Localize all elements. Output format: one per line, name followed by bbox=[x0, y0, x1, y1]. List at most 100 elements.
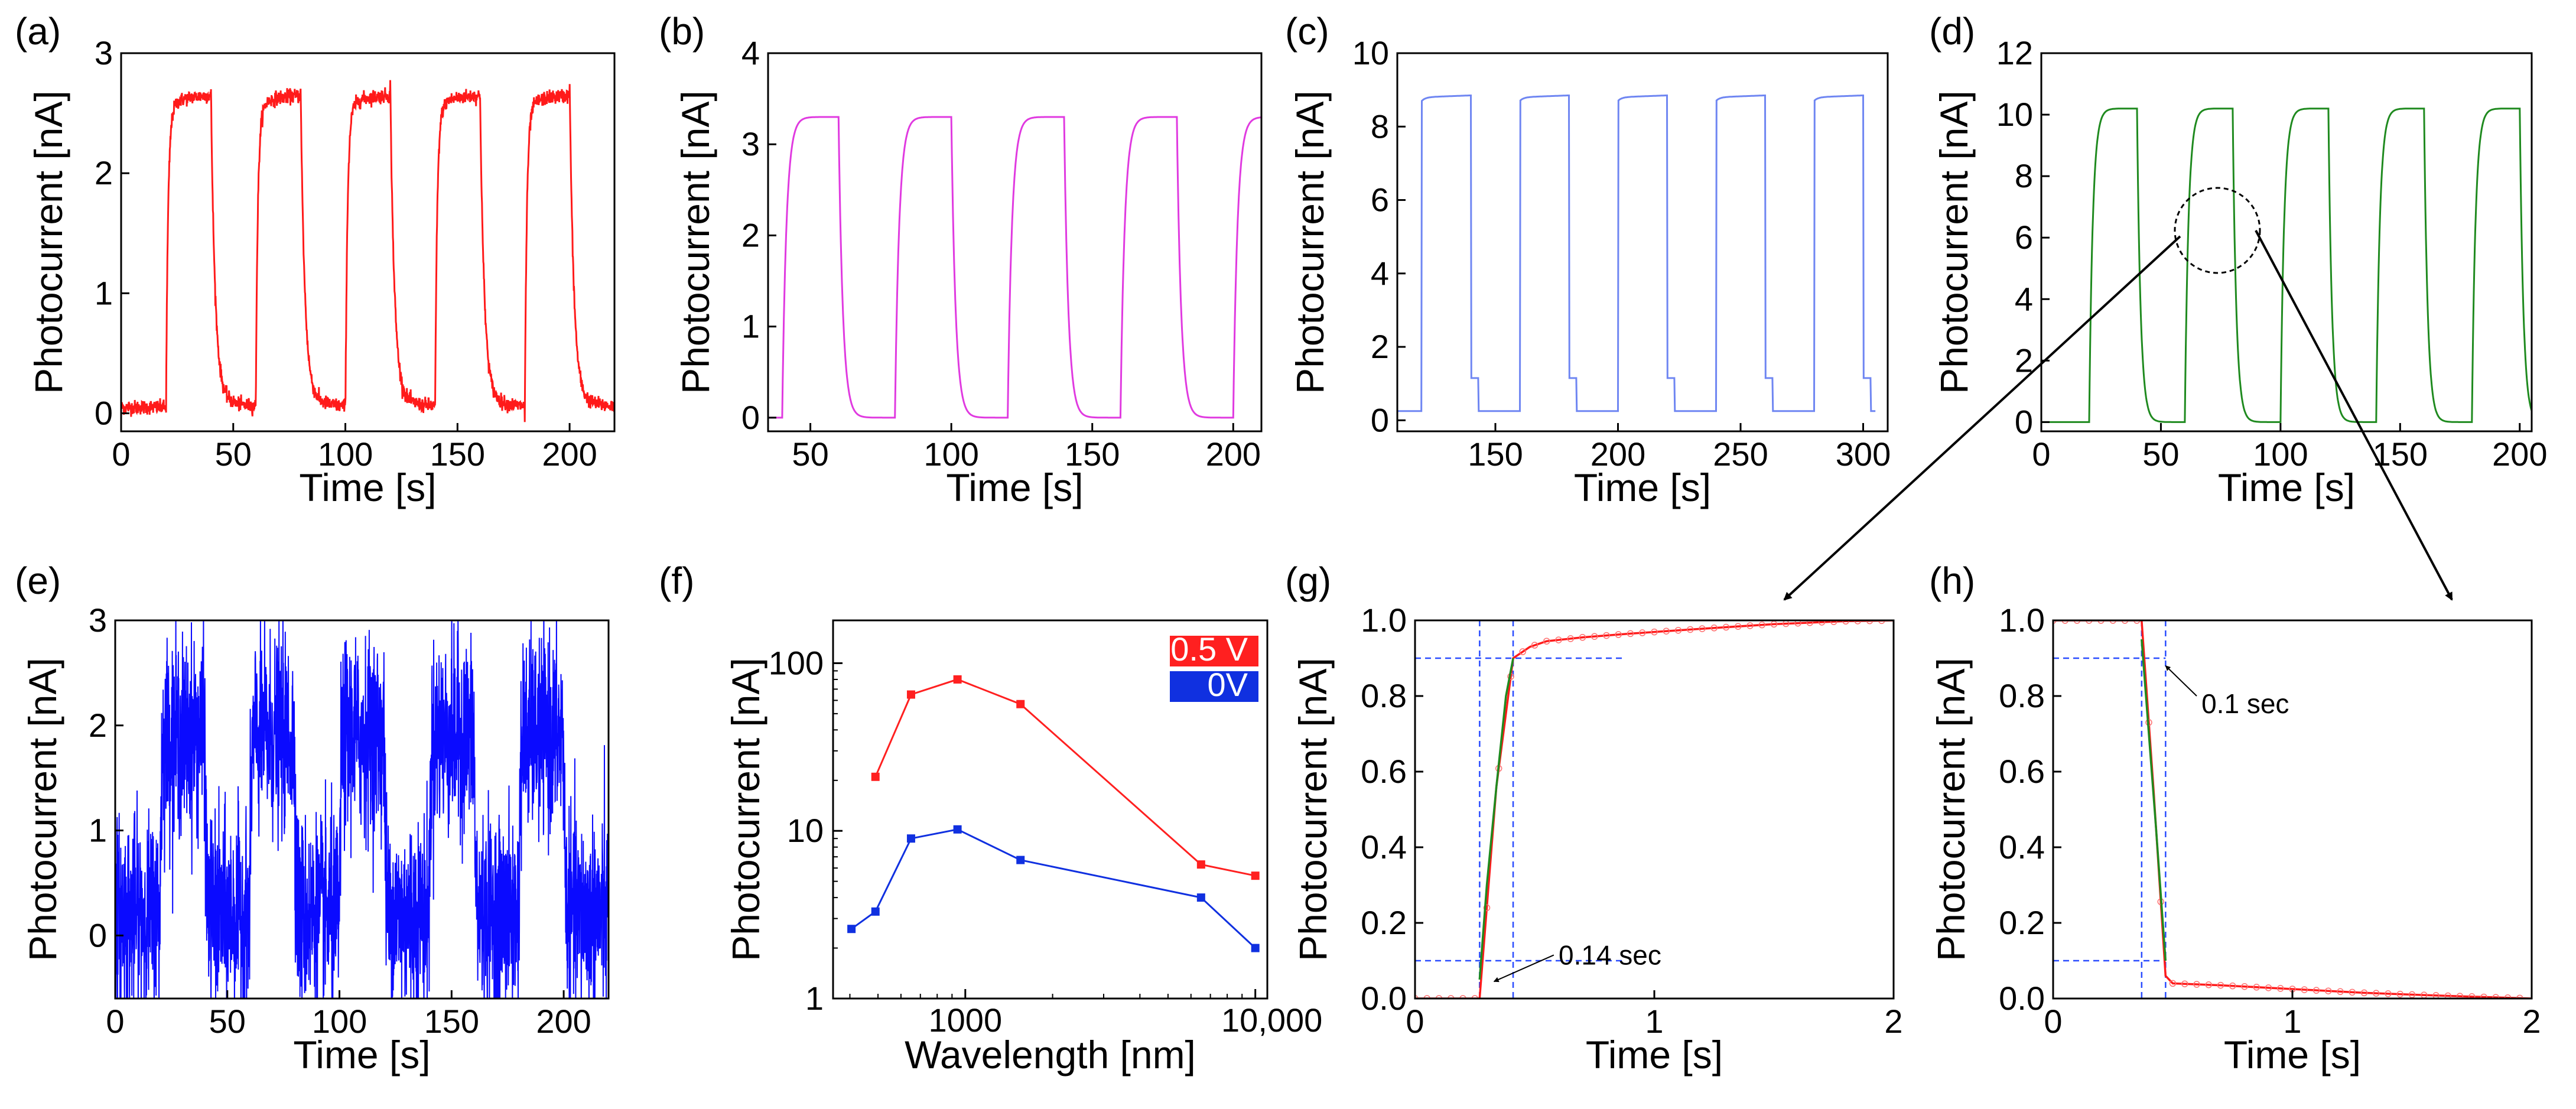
x-axis-title: Time [s] bbox=[1574, 466, 1711, 509]
data-point bbox=[1555, 636, 1562, 643]
data-point bbox=[2061, 620, 2068, 624]
zoom-arrow-to-g bbox=[1783, 235, 2181, 601]
data-point bbox=[2205, 981, 2212, 988]
data-point bbox=[1710, 625, 1718, 632]
x-tick-label: 50 bbox=[2142, 435, 2179, 473]
y-tick-label: 1 bbox=[89, 812, 107, 849]
data-point bbox=[1459, 995, 1466, 999]
data-point bbox=[1818, 620, 1826, 626]
y-axis-title: Photocurrent [nA] bbox=[1932, 90, 1976, 394]
legend-swatch-blue2 bbox=[1170, 671, 1258, 702]
y-tick-label: 0 bbox=[89, 916, 107, 954]
y-tick-label: 1.0 bbox=[1361, 601, 1407, 639]
data-point bbox=[2265, 984, 2272, 991]
data-point bbox=[2468, 993, 2476, 999]
series-line-blue2 bbox=[851, 828, 1256, 949]
data-point-blue2 bbox=[1016, 856, 1025, 864]
plot-frame-c bbox=[1396, 52, 1889, 432]
data-point bbox=[1448, 995, 1455, 999]
data-point bbox=[1423, 995, 1430, 999]
panel-c: 150 200 250 300 0 2 4 6 8 10 (c) Time [s] Photocurre… bbox=[1285, 10, 1891, 509]
series-line-e-0 bbox=[115, 620, 609, 999]
data-point bbox=[1674, 627, 1682, 634]
data-point-red2 bbox=[906, 690, 915, 699]
x-tick-label: 0 bbox=[1406, 1003, 1424, 1040]
panel-h: 0 1 2 0.0 0.2 0.4 0.6 0.8 1.0 (h) Time [s] Photocur… bbox=[1929, 560, 2541, 1077]
plot-frame-e bbox=[114, 619, 610, 1000]
x-tick-label: 50 bbox=[792, 435, 828, 473]
panel-label-b: (b) bbox=[659, 10, 705, 53]
x-tick-label: 1000 bbox=[929, 1001, 1003, 1039]
data-point bbox=[1722, 623, 1730, 631]
x-axis-title: Time [s] bbox=[2218, 466, 2355, 509]
data-point bbox=[2373, 990, 2380, 997]
data-point bbox=[2229, 982, 2236, 990]
plot-frame-f bbox=[832, 619, 1269, 1000]
x-tick-label: 1 bbox=[2283, 1003, 2301, 1040]
series-line-red2 bbox=[874, 678, 1256, 877]
plot-frame-h bbox=[2052, 619, 2533, 1000]
data-point bbox=[1483, 904, 1491, 912]
data-point bbox=[2086, 620, 2093, 624]
y-axis-title: Photocurrent [nA] bbox=[724, 658, 767, 961]
data-point bbox=[1794, 620, 1801, 627]
data-point bbox=[1579, 634, 1586, 641]
x-axis-title: Time [s] bbox=[946, 466, 1083, 509]
x-tick-label: 250 bbox=[1713, 435, 1768, 473]
data-point bbox=[2193, 981, 2200, 988]
data-point-blue2 bbox=[953, 825, 962, 834]
x-tick-label: 150 bbox=[424, 1003, 479, 1040]
data-point bbox=[2480, 993, 2487, 999]
y-tick-label: 4 bbox=[741, 34, 760, 71]
panel-label-e: (e) bbox=[15, 560, 61, 602]
series-line-b-0 bbox=[768, 116, 1261, 419]
data-point bbox=[1603, 632, 1610, 639]
data-point bbox=[1627, 630, 1634, 638]
y-tick-label: 0 bbox=[741, 399, 760, 436]
x-tick-label: 100 bbox=[312, 1003, 367, 1040]
x-axis-title: Time [s] bbox=[2224, 1033, 2361, 1077]
panel-g: 0 1 2 0.0 0.2 0.4 0.6 0.8 1.0 (g) Time [s] Photocur… bbox=[1285, 560, 1903, 1077]
y-tick-label: 1 bbox=[805, 980, 824, 1017]
y-axis-title: Photocurrent [nA] bbox=[1288, 90, 1332, 394]
panel-e: 0 50 100 150 200 0 1 2 3 (e) Time [s] Photocurrent … bbox=[15, 560, 610, 1077]
data-point bbox=[1435, 995, 1443, 999]
y-tick-label: 6 bbox=[1371, 181, 1389, 219]
y-axis-title: Photocurrent [nA] bbox=[1929, 658, 1973, 961]
data-point bbox=[2408, 991, 2416, 999]
y-axis-title: Photocurrent [nA] bbox=[1291, 658, 1335, 961]
data-point bbox=[1639, 629, 1646, 636]
x-tick-label: 200 bbox=[536, 1003, 591, 1040]
data-point-blue2 bbox=[871, 907, 880, 916]
data-point bbox=[1663, 627, 1670, 635]
plot-area-h bbox=[2053, 620, 2532, 999]
data-point bbox=[1471, 995, 1478, 999]
plot-frame-d bbox=[2040, 52, 2533, 432]
plot-area-b bbox=[768, 116, 1261, 419]
data-point bbox=[2360, 989, 2368, 997]
data-point bbox=[2337, 988, 2344, 996]
data-point-red2 bbox=[1251, 871, 1260, 880]
series-line-a-0 bbox=[121, 80, 614, 422]
x-tick-label: 100 bbox=[923, 435, 978, 473]
x-tick-label: 0 bbox=[112, 435, 130, 473]
data-point bbox=[2121, 620, 2129, 624]
data-point bbox=[2217, 981, 2224, 989]
x-tick-label: 100 bbox=[2253, 435, 2308, 473]
data-point bbox=[2109, 620, 2116, 624]
fall-time-annotation: 0.1 sec bbox=[2201, 688, 2289, 719]
panel-label-d: (d) bbox=[1929, 10, 1975, 53]
zoom-circle bbox=[2174, 187, 2261, 274]
data-point bbox=[2133, 620, 2141, 624]
data-point bbox=[2301, 986, 2308, 993]
y-tick-label: 2 bbox=[95, 154, 113, 191]
y-tick-label: 0.4 bbox=[1999, 828, 2045, 866]
series-line-c-0 bbox=[1397, 95, 1876, 412]
plot-area-a bbox=[121, 80, 614, 422]
data-point bbox=[1758, 621, 1765, 629]
data-point bbox=[2385, 990, 2392, 997]
data-point bbox=[1651, 628, 1658, 636]
y-tick-label: 0 bbox=[2015, 403, 2033, 440]
data-point bbox=[2253, 984, 2260, 991]
data-point bbox=[1615, 631, 1622, 638]
